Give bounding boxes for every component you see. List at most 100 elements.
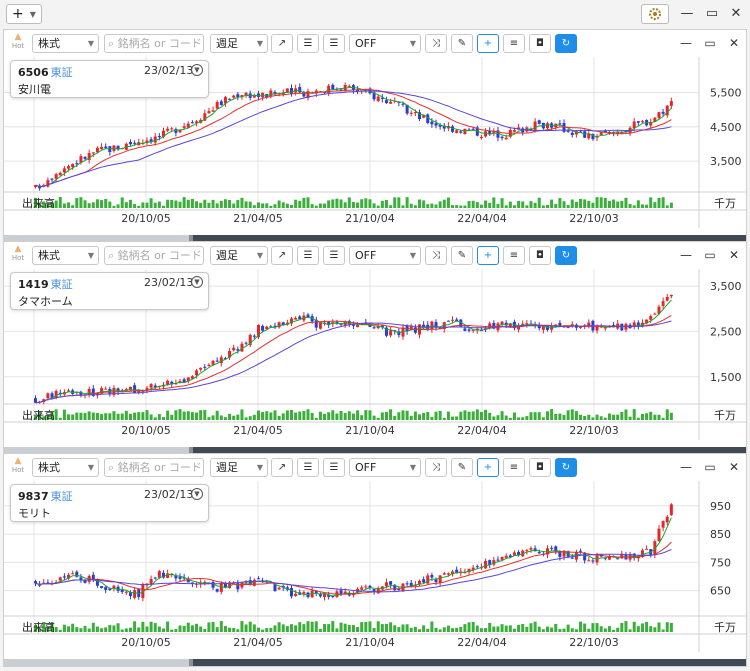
chevron-down-icon[interactable]: ▼ [191, 64, 203, 76]
panel-maximize-button[interactable]: ▭ [704, 248, 716, 262]
price-chart[interactable]: 650 750 850 950 出来高 千万 20/10/05 21/04/05 21/10/0… [4, 481, 747, 667]
panel-maximize-button[interactable]: ▭ [704, 36, 716, 50]
screenshot-button[interactable]: ◘ [529, 34, 551, 53]
refresh-button[interactable]: ↻ [555, 458, 577, 477]
align-right-button[interactable]: ☰ [323, 246, 345, 265]
candle [178, 380, 182, 383]
search-input[interactable]: ⌕ 銘柄名 or コード [104, 246, 204, 265]
volume-bar [603, 628, 607, 632]
chevron-down-icon: ▼ [409, 251, 416, 260]
settings-button[interactable] [641, 4, 669, 24]
period-select[interactable]: 週足 ▼ [210, 246, 268, 265]
volume-bar [484, 628, 488, 632]
search-input[interactable]: ⌕ 銘柄名 or コード [104, 458, 204, 477]
draw-button[interactable]: ✎ [451, 458, 473, 477]
indicator-select[interactable]: OFF ▼ [349, 34, 421, 53]
trendline-button[interactable]: ↗ [271, 458, 293, 477]
volume-bar [570, 628, 574, 632]
trendline-button[interactable]: ↗ [271, 246, 293, 265]
candle [157, 571, 161, 578]
candle [512, 552, 516, 556]
screenshot-button[interactable]: ◘ [529, 458, 551, 477]
volume-bar [298, 200, 302, 208]
trendline-button[interactable]: ↗ [271, 34, 293, 53]
volume-bar [665, 409, 669, 420]
candle [149, 139, 153, 143]
candle [112, 585, 116, 589]
volume-bar [298, 411, 302, 420]
period-select[interactable]: 週足 ▼ [210, 458, 268, 477]
volume-bar [314, 417, 318, 420]
align-left-button[interactable]: ☰ [297, 246, 319, 265]
indicator-select[interactable]: OFF ▼ [349, 458, 421, 477]
align-left-button[interactable]: ☰ [297, 34, 319, 53]
candle [120, 589, 124, 593]
volume-bar [661, 417, 665, 420]
draw-button[interactable]: ✎ [451, 246, 473, 265]
price-chart[interactable]: 3,500 4,500 5,500 出来高 千万 20/10/05 21/04/05 21/1… [4, 57, 747, 243]
security-type-select[interactable]: 株式 ▼ [32, 34, 99, 53]
refresh-icon: ↻ [561, 38, 571, 49]
settings-lines-button[interactable]: ≡ [503, 34, 525, 53]
candle [306, 91, 310, 99]
panel-minimize-button[interactable]: — [680, 248, 692, 262]
volume-bar [137, 205, 141, 208]
align-right-button[interactable]: ☰ [323, 458, 345, 477]
hot-button[interactable]: ▲ Hot [9, 33, 27, 51]
app-close-button[interactable]: ✕ [730, 6, 742, 21]
hot-button[interactable]: ▲ Hot [9, 457, 27, 475]
search-input[interactable]: ⌕ 銘柄名 or コード [104, 34, 204, 53]
volume-bar [409, 415, 413, 420]
align-left-button[interactable]: ☰ [297, 458, 319, 477]
add-chart-button[interactable]: + ▼ [6, 4, 42, 24]
refresh-button[interactable]: ↻ [555, 34, 577, 53]
volume-bar [508, 625, 512, 632]
volume-bar [290, 204, 293, 208]
stock-info-card: 1419 東証 23/02/13 ▼ タマホーム [10, 272, 209, 310]
volume-bar [170, 414, 174, 420]
crosshair-button[interactable]: + [477, 458, 499, 477]
volume-bar [232, 627, 236, 632]
panel-minimize-button[interactable]: — [680, 460, 692, 474]
settings-lines-button[interactable]: ≡ [503, 246, 525, 265]
app-maximize-button[interactable]: ▭ [705, 6, 719, 21]
volume-bar [277, 415, 281, 420]
volume-bar [665, 622, 669, 632]
draw-button[interactable]: ✎ [451, 34, 473, 53]
app-minimize-button[interactable]: — [680, 6, 694, 21]
hot-button[interactable]: ▲ Hot [9, 245, 27, 263]
shuffle-button[interactable]: ⤨ [425, 458, 447, 477]
volume-bar [149, 198, 153, 208]
panel-close-button[interactable]: ✕ [728, 248, 740, 262]
crosshair-button[interactable]: + [477, 34, 499, 53]
chevron-down-icon[interactable]: ▼ [191, 488, 203, 500]
refresh-button[interactable]: ↻ [555, 246, 577, 265]
volume-bar [554, 203, 558, 208]
chevron-down-icon: ▼ [256, 251, 263, 260]
crosshair-button[interactable]: + [477, 246, 499, 265]
volume-bar [294, 625, 298, 632]
panel-minimize-button[interactable]: — [680, 36, 692, 50]
indicator-select[interactable]: OFF ▼ [349, 246, 421, 265]
volume-bar [100, 414, 104, 420]
panel-close-button[interactable]: ✕ [728, 36, 740, 50]
volume-bar [166, 199, 170, 208]
settings-lines-button[interactable]: ≡ [503, 458, 525, 477]
align-right-button[interactable]: ☰ [323, 34, 345, 53]
security-type-select[interactable]: 株式 ▼ [32, 458, 99, 477]
panel-maximize-button[interactable]: ▭ [704, 460, 716, 474]
panel-close-button[interactable]: ✕ [728, 460, 740, 474]
shuffle-button[interactable]: ⤨ [425, 246, 447, 265]
volume-bar [620, 200, 624, 208]
price-chart[interactable]: 1,500 2,500 3,500 出来高 千万 20/10/05 21/04/05 21/1… [4, 269, 747, 455]
chevron-down-icon[interactable]: ▼ [191, 276, 203, 288]
period-select[interactable]: 週足 ▼ [210, 34, 268, 53]
navigator-window [193, 447, 746, 454]
volume-bar [471, 621, 475, 632]
candle [471, 329, 475, 331]
volume-bar [128, 413, 132, 420]
security-type-select[interactable]: 株式 ▼ [32, 246, 99, 265]
screenshot-button[interactable]: ◘ [529, 246, 551, 265]
volume-bar [550, 627, 554, 632]
shuffle-button[interactable]: ⤨ [425, 34, 447, 53]
